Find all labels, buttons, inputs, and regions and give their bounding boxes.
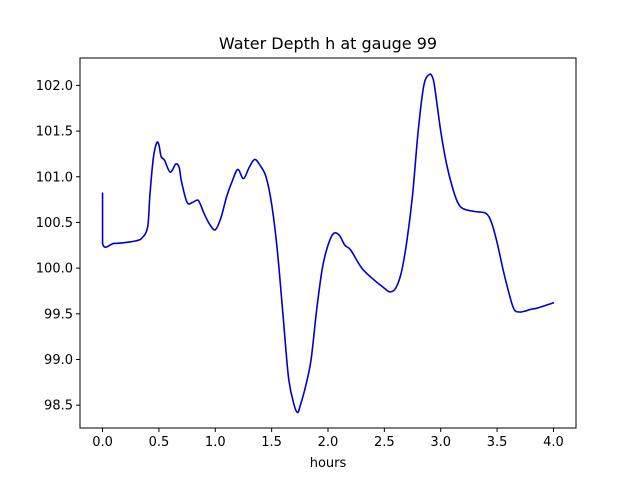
x-tick-label: 2.0 — [318, 435, 339, 450]
y-tick-label: 99.5 — [44, 307, 73, 322]
x-tick-label: 0.0 — [92, 435, 113, 450]
y-axis: 98.5 99.0 99.5 100.0 100.5 101.0 101.5 102.0 — [36, 79, 80, 414]
y-tick-label: 99.0 — [44, 353, 73, 368]
chart-title: Water Depth h at gauge 99 — [219, 34, 437, 53]
x-tick-label: 2.5 — [374, 435, 395, 450]
series-line — [101, 73, 555, 414]
x-tick-label: 3.5 — [487, 435, 508, 450]
y-tick-label: 101.5 — [36, 125, 73, 140]
y-tick-label: 102.0 — [36, 79, 73, 94]
x-tick-label: 0.5 — [149, 435, 170, 450]
x-tick-label: 1.0 — [205, 435, 226, 450]
x-tick-label: 1.5 — [261, 435, 282, 450]
x-axis-label: hours — [310, 456, 347, 471]
x-tick-label: 4.0 — [543, 435, 564, 450]
y-tick-label: 101.0 — [36, 170, 73, 185]
y-tick-label: 100.0 — [36, 262, 73, 277]
x-tick-label: 3.0 — [430, 435, 451, 450]
y-tick-label: 100.5 — [36, 216, 73, 231]
y-tick-label: 98.5 — [44, 399, 73, 414]
x-axis: 0.0 0.5 1.0 1.5 2.0 2.5 3.0 3.5 4.0 — [92, 428, 564, 450]
